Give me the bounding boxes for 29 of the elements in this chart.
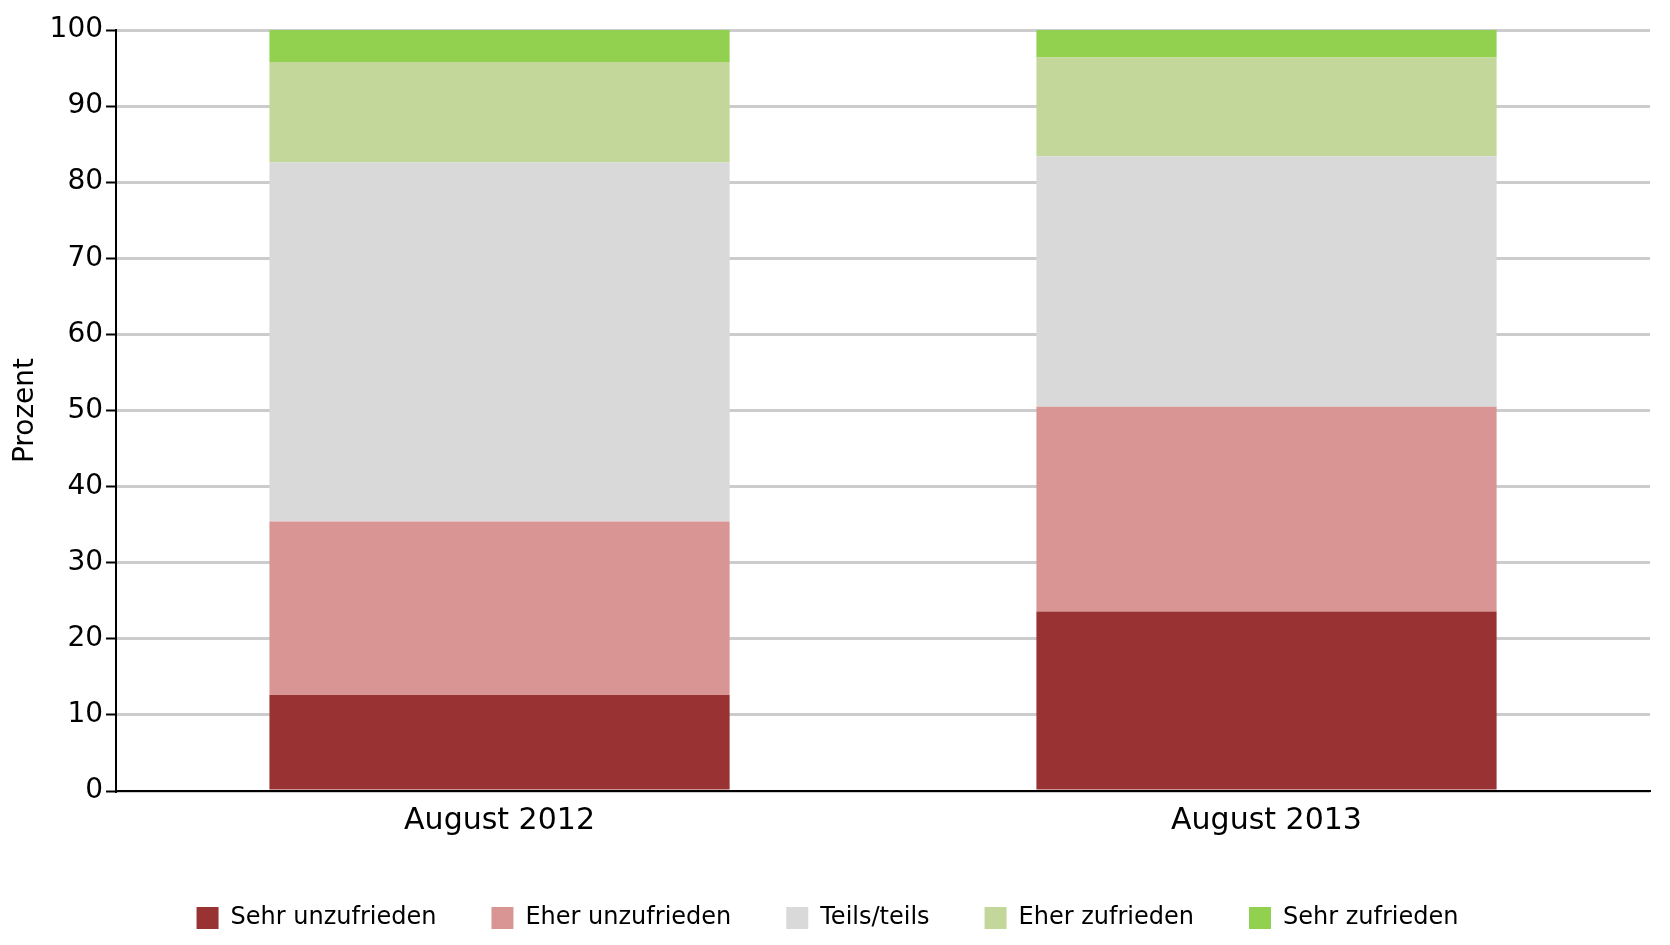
- y-tick-label: 100: [49, 11, 104, 45]
- y-tick-label: 50: [67, 391, 104, 425]
- y-tick-label: 40: [67, 467, 104, 501]
- bar: [1036, 30, 1497, 58]
- y-tick-label: 10: [67, 696, 104, 730]
- bar: [1036, 406, 1497, 612]
- y-axis-title: Prozent: [7, 357, 41, 464]
- bar: [1036, 57, 1497, 157]
- bar: [1036, 156, 1497, 407]
- y-tick-label: 80: [67, 163, 104, 197]
- y-tick-label: 30: [67, 543, 104, 577]
- bar: [269, 30, 730, 62]
- legend-label: Eher zufrieden: [1018, 902, 1194, 931]
- bar: [269, 61, 730, 163]
- y-tick-label: 60: [67, 315, 104, 349]
- x-tick-label: August 2013: [1171, 800, 1362, 836]
- legend-label: Sehr unzufrieden: [230, 902, 437, 931]
- y-tick-label: 0: [85, 772, 104, 806]
- y-tick-label: 20: [67, 620, 104, 654]
- legend-label: Eher unzufrieden: [525, 902, 732, 931]
- y-tick-label: 90: [67, 87, 104, 121]
- x-tick-label: August 2012: [404, 800, 595, 836]
- legend-label: Sehr zufrieden: [1282, 902, 1459, 931]
- legend-label: Teils/teils: [819, 902, 930, 931]
- bar: [269, 695, 730, 790]
- bar: [269, 162, 730, 522]
- y-tick-label: 70: [67, 239, 104, 273]
- bar: [1036, 611, 1497, 790]
- bar: [269, 521, 730, 696]
